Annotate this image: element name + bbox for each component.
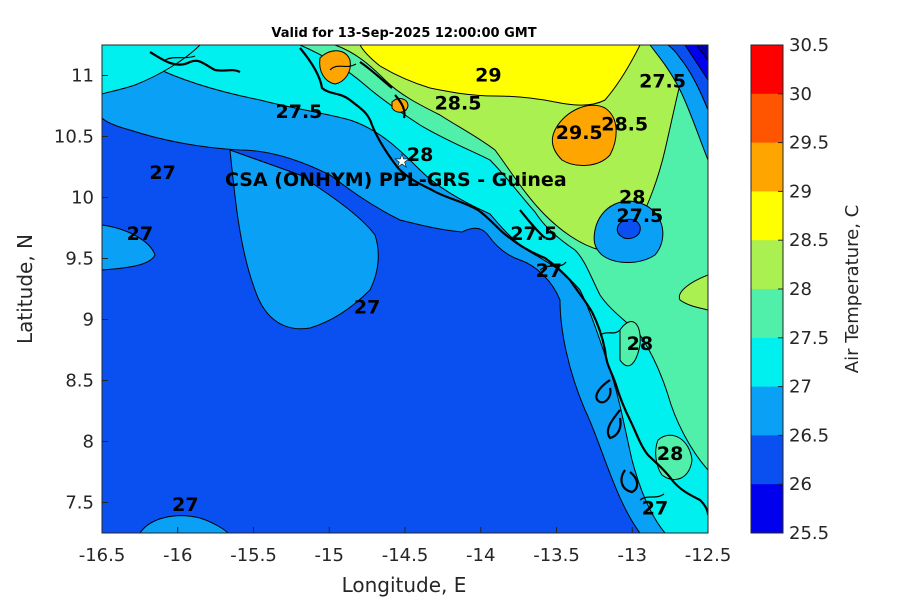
- contour-label: 28: [619, 187, 645, 209]
- colorbar-swatch: [751, 435, 783, 485]
- contour-label: 28.5: [601, 113, 648, 135]
- colorbar-tick-label: 30.5: [789, 35, 829, 56]
- y-tick-label: 7.5: [65, 493, 94, 514]
- y-tick-label: 8.5: [65, 371, 94, 392]
- x-tick-label: -16.5: [79, 545, 126, 566]
- colorbar-tick-label: 28: [789, 279, 812, 300]
- contour-label: 28: [627, 333, 653, 355]
- contour-label: 29: [475, 65, 501, 87]
- x-tick-label: -14.5: [382, 545, 429, 566]
- colorbar-tick-label: 26.5: [789, 425, 829, 446]
- y-axis: 11 10.5 10 9.5 9 8.5 8 7.5: [54, 66, 108, 514]
- y-tick-label: 8: [83, 432, 94, 453]
- colorbar-swatch: [751, 337, 783, 388]
- contour-label: 28: [407, 144, 433, 166]
- colorbar-swatch: [751, 45, 783, 95]
- x-tick-label: -13.5: [533, 545, 580, 566]
- y-tick-label: 10.5: [54, 127, 94, 148]
- rivers: [164, 55, 665, 501]
- contour-label: 27.5: [616, 205, 663, 227]
- coastline: [149, 47, 708, 516]
- y-tick-label: 9.5: [65, 249, 94, 270]
- colorbar-tick-label: 29: [789, 181, 812, 202]
- colorbar: 30.5 30 29.5 29 28.5 28 27.5 27 26.5 26 25.5: [751, 35, 829, 544]
- y-tick-label: 11: [71, 66, 94, 87]
- contour-band-27-tongue: [229, 149, 379, 330]
- y-tick-label: 10: [71, 188, 94, 209]
- y-axis-label: Latitude, N: [13, 234, 37, 344]
- x-axis: -16.5 -16 -15.5 -15 -14.5 -14 -13.5 -13 -12.5: [79, 527, 732, 566]
- map-title: Valid for 13-Sep-2025 12:00:00 GMT: [271, 26, 536, 41]
- contour-label: 27: [127, 223, 153, 245]
- contour-se-tongue-2: [655, 434, 693, 480]
- colorbar-swatch: [751, 240, 783, 290]
- colorbar-tick-label: 25.5: [789, 523, 829, 544]
- colorbar-tick-label: 27: [789, 377, 812, 398]
- x-tick-label: -15: [315, 545, 344, 566]
- contour-cold-pool-core: [616, 218, 641, 239]
- contour-band-27-west: [102, 224, 156, 271]
- colorbar-swatch: [751, 191, 783, 241]
- contour-band-29: [359, 45, 641, 106]
- y-tick-label: 9: [83, 310, 94, 331]
- colorbar-tick-label: 28.5: [789, 230, 829, 251]
- contour-label: 29.5: [556, 122, 603, 144]
- station-label: CSA (ONHYM) PPL-GRS - Guinea: [225, 169, 567, 191]
- colorbar-tick-label: 29.5: [789, 133, 829, 154]
- x-tick-label: -13: [618, 545, 647, 566]
- colorbar-swatch: [751, 289, 783, 339]
- station-star-icon: ★: [394, 151, 410, 172]
- x-axis-label: Longitude, E: [342, 573, 467, 597]
- contour-label: 27.5: [276, 101, 323, 123]
- x-tick-label: -12.5: [685, 545, 732, 566]
- contour-band-29-5-east: [551, 104, 617, 166]
- contour-label: 27: [536, 260, 562, 282]
- contour-label: 27: [642, 498, 668, 520]
- contour-label: 27: [149, 162, 175, 184]
- colorbar-tick-label: 26: [789, 474, 812, 495]
- x-tick-label: -14: [466, 545, 495, 566]
- contour-ne-corner-3: [684, 45, 708, 81]
- contour-band-27-south: [139, 515, 229, 533]
- contour-se-tongue-1: [619, 321, 641, 367]
- contour-label: 27: [172, 494, 198, 516]
- contour-label: 27.5: [639, 71, 686, 93]
- colorbar-tick-label: 30: [789, 84, 812, 105]
- colorbar-swatch: [751, 484, 783, 534]
- contour-ne-corner-4: [696, 45, 708, 61]
- colorbar-frame: [750, 44, 784, 534]
- colorbar-swatch: [751, 93, 783, 144]
- contour-label: 27: [354, 296, 380, 318]
- colorbar-swatch: [751, 386, 783, 436]
- contour-label: 28: [657, 443, 683, 465]
- colorbar-label: Air Temperature, C: [842, 205, 863, 373]
- colorbar-tick-label: 27.5: [789, 328, 829, 349]
- contour-band-28-5-east: [678, 274, 708, 311]
- contour-label: 28.5: [435, 93, 482, 115]
- contour-label: 27.5: [510, 223, 557, 245]
- x-tick-label: -15.5: [230, 545, 277, 566]
- colorbar-swatch: [751, 142, 783, 192]
- x-tick-label: -16: [163, 545, 192, 566]
